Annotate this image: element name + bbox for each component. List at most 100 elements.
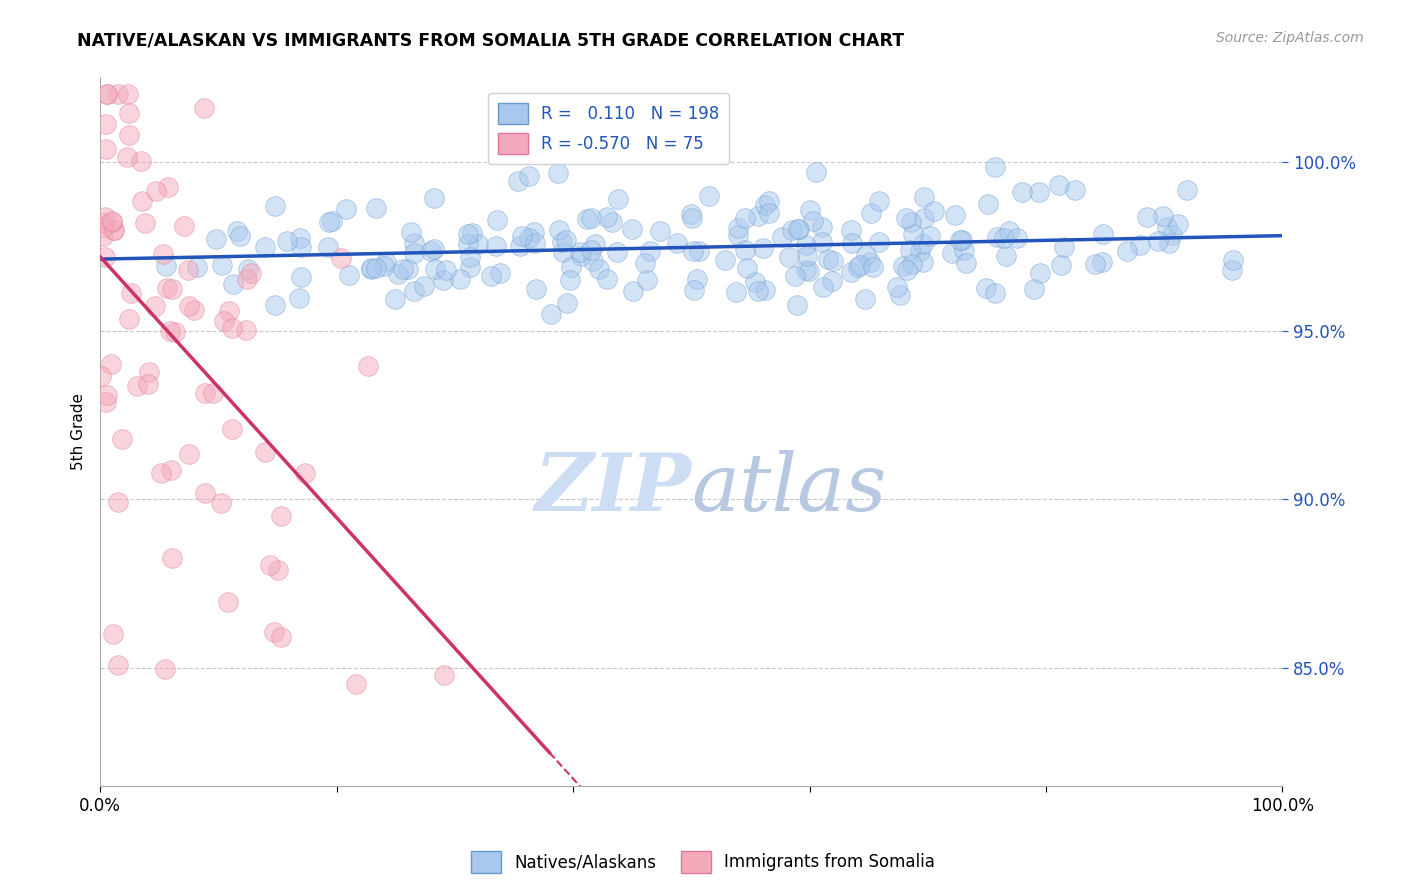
- Text: NATIVE/ALASKAN VS IMMIGRANTS FROM SOMALIA 5TH GRADE CORRELATION CHART: NATIVE/ALASKAN VS IMMIGRANTS FROM SOMALI…: [77, 31, 904, 49]
- Point: [896, 211, 918, 225]
- Point: [918, 229, 941, 244]
- Point: [606, 245, 628, 260]
- Legend: R =   0.110   N = 198, R = -0.570   N = 75: R = 0.110 N = 198, R = -0.570 N = 75: [488, 93, 730, 164]
- Legend: Natives/Alaskans, Immigrants from Somalia: Natives/Alaskans, Immigrants from Somali…: [464, 845, 942, 880]
- Point: [236, 262, 259, 277]
- Point: [846, 260, 869, 275]
- Point: [786, 222, 808, 236]
- Text: Source: ZipAtlas.com: Source: ZipAtlas.com: [1216, 31, 1364, 45]
- Point: [129, 153, 152, 168]
- Point: [583, 237, 606, 252]
- Point: [221, 321, 243, 335]
- Point: [523, 225, 546, 239]
- Point: [575, 212, 598, 227]
- Point: [912, 190, 935, 204]
- Point: [264, 298, 287, 312]
- Point: [321, 213, 343, 227]
- Point: [621, 284, 644, 298]
- Point: [96, 87, 118, 102]
- Point: [727, 221, 749, 235]
- Point: [177, 446, 200, 460]
- Point: [458, 250, 481, 264]
- Point: [433, 668, 456, 682]
- Point: [267, 563, 290, 577]
- Point: [786, 297, 808, 311]
- Point: [155, 259, 177, 273]
- Point: [485, 238, 508, 252]
- Point: [357, 359, 380, 373]
- Point: [294, 466, 316, 480]
- Point: [510, 229, 533, 244]
- Point: [862, 260, 884, 275]
- Point: [620, 222, 643, 236]
- Point: [754, 198, 776, 212]
- Point: [111, 433, 134, 447]
- Point: [337, 268, 360, 282]
- Point: [1147, 234, 1170, 248]
- Point: [1222, 263, 1244, 277]
- Point: [752, 241, 775, 255]
- Point: [1091, 227, 1114, 241]
- Point: [1028, 185, 1050, 199]
- Point: [699, 189, 721, 203]
- Point: [276, 235, 298, 249]
- Point: [817, 252, 839, 267]
- Point: [841, 235, 863, 250]
- Point: [373, 259, 395, 273]
- Point: [423, 191, 446, 205]
- Point: [1222, 252, 1244, 267]
- Point: [254, 445, 277, 459]
- Point: [634, 256, 657, 270]
- Point: [977, 197, 1000, 211]
- Point: [288, 231, 311, 245]
- Point: [94, 250, 117, 264]
- Point: [118, 128, 141, 142]
- Point: [222, 277, 245, 291]
- Point: [94, 142, 117, 156]
- Point: [517, 169, 540, 184]
- Point: [1063, 183, 1085, 197]
- Point: [950, 234, 973, 248]
- Point: [117, 87, 139, 102]
- Point: [1091, 255, 1114, 269]
- Point: [558, 273, 581, 287]
- Point: [682, 283, 704, 297]
- Point: [941, 246, 963, 260]
- Point: [176, 262, 198, 277]
- Point: [360, 260, 382, 275]
- Point: [596, 210, 619, 224]
- Point: [160, 463, 183, 477]
- Point: [747, 209, 769, 223]
- Point: [547, 166, 569, 180]
- Point: [785, 268, 807, 283]
- Point: [912, 211, 935, 225]
- Point: [488, 266, 510, 280]
- Point: [638, 244, 661, 258]
- Point: [868, 235, 890, 249]
- Point: [688, 244, 710, 259]
- Point: [734, 211, 756, 225]
- Point: [983, 160, 1005, 174]
- Point: [103, 223, 125, 237]
- Point: [780, 223, 803, 237]
- Point: [758, 206, 780, 220]
- Point: [685, 272, 707, 286]
- Point: [270, 631, 292, 645]
- Point: [460, 226, 482, 240]
- Point: [290, 240, 312, 254]
- Point: [517, 231, 540, 245]
- Point: [239, 266, 262, 280]
- Point: [554, 234, 576, 248]
- Point: [796, 249, 818, 263]
- Point: [665, 236, 688, 251]
- Point: [1129, 237, 1152, 252]
- Point: [855, 247, 877, 261]
- Point: [974, 281, 997, 295]
- Point: [211, 258, 233, 272]
- Point: [396, 261, 419, 276]
- Point: [727, 227, 749, 242]
- Point: [725, 285, 748, 299]
- Point: [96, 87, 118, 102]
- Point: [868, 194, 890, 208]
- Point: [236, 272, 259, 286]
